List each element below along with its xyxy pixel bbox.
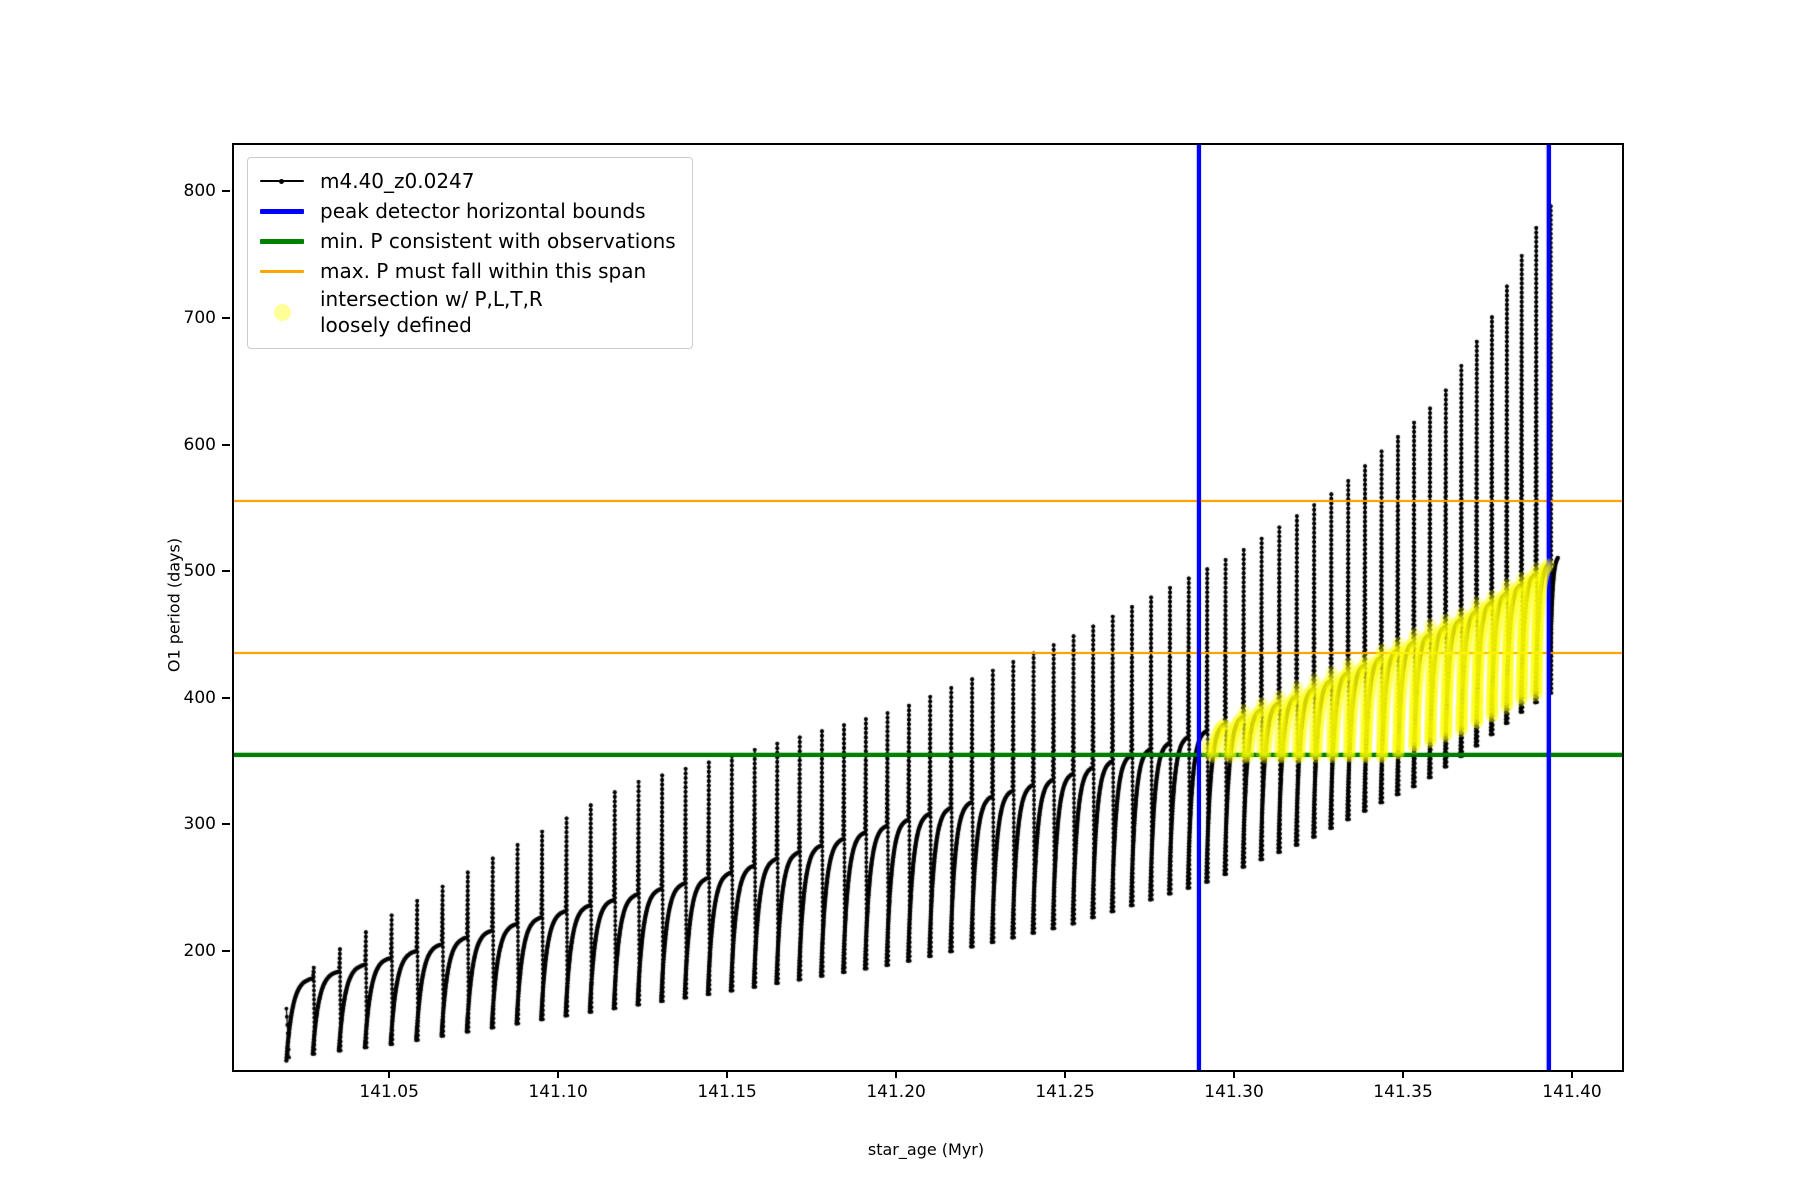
blue-line-sample-icon (260, 208, 304, 214)
x-tick-label: 141.15 (697, 1082, 757, 1102)
y-tick-mark (222, 190, 230, 193)
x-tick-mark (1064, 1070, 1067, 1078)
legend-label: max. P must fall within this span (320, 259, 647, 283)
y-tick-mark (222, 696, 230, 699)
x-tick-mark (557, 1070, 560, 1078)
legend-label: min. P consistent with observations (320, 229, 676, 253)
plot-area: m4.40_z0.0247 peak detector horizontal b… (232, 143, 1624, 1072)
y-tick-label: 500 (183, 561, 216, 582)
x-tick-mark (1233, 1070, 1236, 1078)
x-tick-label: 141.05 (359, 1082, 419, 1102)
legend-item-series: m4.40_z0.0247 (260, 166, 676, 196)
x-tick-mark (1571, 1070, 1573, 1078)
x-tick-label: 141.20 (866, 1082, 926, 1102)
x-tick-mark (1402, 1070, 1405, 1078)
legend-item-peak-detector-bounds: peak detector horizontal bounds (260, 196, 676, 226)
x-tick-label: 141.35 (1373, 1082, 1433, 1102)
y-tick-mark (222, 443, 230, 446)
y-tick-mark (222, 823, 230, 826)
y-tick-label: 800 (183, 181, 216, 202)
legend-label: m4.40_z0.0247 (320, 169, 475, 193)
yellow-marker-sample-icon (260, 303, 304, 321)
y-tick-label: 200 (183, 940, 216, 961)
x-tick-label: 141.10 (528, 1082, 588, 1102)
legend-label: intersection w/ P,L,T,R loosely defined (320, 287, 543, 337)
orange-line-sample-icon (260, 269, 304, 273)
y-tick-label: 400 (183, 687, 216, 708)
legend-item-intersection: intersection w/ P,L,T,R loosely defined (260, 286, 676, 338)
legend-item-max-period-span: max. P must fall within this span (260, 256, 676, 286)
legend: m4.40_z0.0247 peak detector horizontal b… (247, 157, 693, 349)
green-line-sample-icon (260, 238, 304, 244)
x-tick-mark (895, 1070, 898, 1078)
y-tick-mark (222, 570, 230, 573)
x-tick-label: 141.40 (1542, 1082, 1602, 1102)
y-tick-label: 600 (183, 434, 216, 455)
y-tick-mark (222, 949, 230, 952)
x-axis-label: star_age (Myr) (867, 1140, 985, 1159)
x-tick-label: 141.30 (1204, 1082, 1264, 1102)
legend-label: peak detector horizontal bounds (320, 199, 646, 223)
x-tick-mark (388, 1070, 391, 1078)
y-tick-label: 700 (183, 308, 216, 329)
x-tick-mark (726, 1070, 729, 1078)
legend-item-min-period: min. P consistent with observations (260, 226, 676, 256)
y-axis-label: O1 period (days) (164, 537, 184, 673)
y-tick-mark (222, 317, 230, 320)
x-tick-label: 141.25 (1035, 1082, 1095, 1102)
y-tick-label: 300 (183, 814, 216, 835)
line-dot-sample-icon (260, 178, 304, 184)
